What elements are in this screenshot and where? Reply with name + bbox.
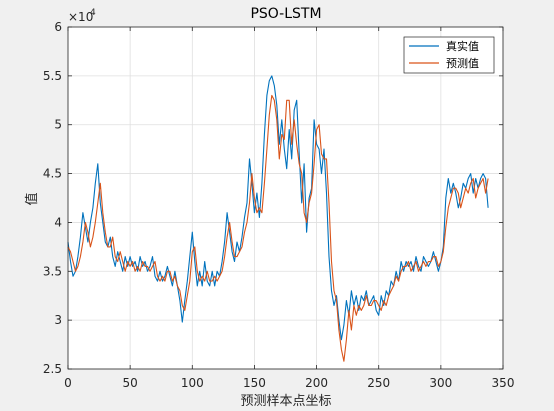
x-tick-label: 350 [492, 376, 515, 390]
x-tick-label: 300 [429, 376, 452, 390]
x-axis-label: 预测样本点坐标 [240, 394, 331, 409]
y-tick-label: 6 [54, 20, 62, 34]
y-tick-label: 5 [54, 118, 62, 132]
y-tick-label: 5.5 [43, 69, 62, 83]
series-line-predicted [67, 94, 489, 362]
x-tick-label: 50 [123, 376, 138, 390]
y-axis-label: 值 [24, 192, 40, 205]
legend-box [403, 36, 495, 74]
legend-label-real: 真实值 [446, 39, 479, 53]
x-tick-label: 250 [367, 376, 390, 390]
x-tick-label: 0 [64, 376, 72, 390]
y-tick-label: 4.5 [43, 167, 62, 181]
y-tick-label: 3.5 [43, 264, 62, 278]
y-tick-label: 3 [54, 313, 62, 327]
tick-labels: 0 50 100 150 200 250 300 350 2.5 3 3.5 4 4.5 5 5.5 6 [43, 20, 515, 390]
ticks [67, 26, 504, 370]
series-layer [67, 75, 489, 362]
y-exponent-power: 4 [90, 8, 96, 18]
series-line-real [67, 75, 489, 341]
plot-area [68, 27, 503, 369]
chart-title: PSO-LSTM [250, 6, 321, 22]
y-tick-label: 4 [54, 215, 62, 229]
x-tick-label: 150 [243, 376, 266, 390]
y-tick-label: 2.5 [43, 362, 62, 376]
y-exponent-base: ×10 [68, 10, 93, 24]
legend-label-predicted: 预测值 [446, 57, 479, 70]
x-tick-label: 200 [305, 376, 328, 390]
plot-frame [67, 26, 504, 370]
legend: 真实值 预测值 [403, 36, 495, 74]
x-tick-label: 100 [181, 376, 204, 390]
